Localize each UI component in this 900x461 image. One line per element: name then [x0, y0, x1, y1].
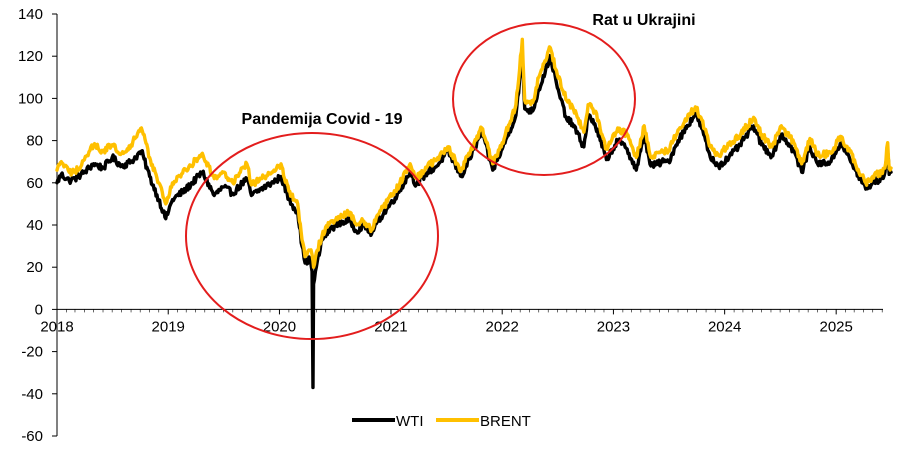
- y-tick-label: 120: [18, 48, 43, 65]
- x-tick-label: 2018: [40, 318, 73, 335]
- y-tick-label: 20: [26, 259, 43, 276]
- series-line-wti: [55, 53, 893, 390]
- x-axis: 2018 2019 2020 2021 2022 2023 2024 2025: [40, 308, 883, 335]
- x-tick-label: 2021: [374, 318, 407, 335]
- legend-label-wti: WTI: [396, 413, 424, 430]
- y-tick-label: 60: [26, 175, 43, 192]
- ukraine-annotation-label: Rat u Ukrajini: [592, 12, 695, 29]
- y-tick-label: 140: [18, 6, 43, 23]
- ukraine-ellipse: [452, 22, 636, 176]
- legend-label-brent: BRENT: [480, 413, 531, 430]
- series-line-brent: [55, 37, 893, 269]
- covid-annotation-label: Pandemija Covid - 19: [242, 111, 403, 128]
- x-tick-label: 2020: [263, 318, 296, 335]
- x-tick-label: 2019: [152, 318, 185, 335]
- x-tick-label: 2023: [597, 318, 630, 335]
- x-tick-label: 2022: [486, 318, 519, 335]
- y-tick-label: -60: [21, 428, 43, 445]
- y-tick-label: 80: [26, 133, 43, 150]
- x-tick-label: 2024: [708, 318, 741, 335]
- covid-ellipse: [185, 132, 439, 340]
- y-tick-label: 100: [18, 90, 43, 107]
- y-axis: -60 -40 -20 0 20 40 60 80 100 120 140: [18, 6, 58, 445]
- x-tick-label: 2025: [819, 318, 852, 335]
- y-tick-label: 0: [35, 301, 43, 318]
- y-tick-label: -40: [21, 386, 43, 403]
- y-tick-label: -20: [21, 344, 43, 361]
- y-tick-label: 40: [26, 217, 43, 234]
- annotations: Pandemija Covid - 19 Rat u Ukrajini: [185, 12, 696, 340]
- legend: WTI BRENT: [352, 413, 531, 430]
